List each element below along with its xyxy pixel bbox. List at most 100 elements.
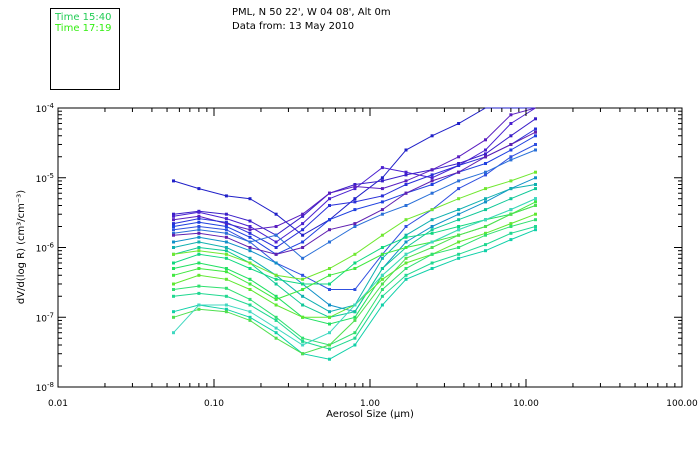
data-point (172, 288, 175, 291)
data-point (224, 310, 228, 314)
data-point (197, 214, 201, 218)
data-point (197, 228, 201, 232)
data-point (353, 187, 357, 191)
data-point (509, 179, 513, 183)
data-point (224, 267, 228, 270)
data-point (380, 166, 384, 170)
data-point (380, 277, 384, 281)
data-point (197, 284, 201, 288)
data-point (457, 246, 461, 249)
data-point (404, 183, 408, 186)
data-point (197, 220, 201, 224)
series-7 (172, 148, 537, 260)
data-point (197, 267, 201, 270)
y-tick-label: 10-6 (36, 242, 55, 255)
data-point (430, 183, 434, 186)
data-point (301, 277, 305, 281)
y-tick-label: 10-7 (36, 311, 54, 324)
data-point (484, 200, 487, 204)
data-point (484, 218, 487, 222)
data-point (248, 228, 252, 232)
data-point (430, 208, 434, 212)
data-point (484, 155, 487, 159)
data-point (534, 170, 537, 174)
data-point (172, 218, 175, 222)
data-point (301, 336, 305, 340)
data-point (509, 158, 513, 162)
data-point (328, 310, 331, 314)
data-point (353, 185, 357, 188)
data-point (430, 261, 434, 265)
data-point (301, 294, 305, 298)
data-point (224, 217, 228, 221)
series-line (173, 107, 536, 236)
data-point (224, 256, 228, 260)
series-21 (172, 197, 537, 347)
data-point (274, 326, 278, 330)
data-point (248, 246, 252, 249)
data-point (224, 240, 228, 244)
data-point (172, 294, 175, 298)
data-point (380, 200, 384, 204)
data-point (484, 249, 487, 253)
data-point (534, 204, 537, 207)
data-point (172, 315, 175, 319)
data-point (404, 148, 408, 152)
data-point (172, 231, 175, 235)
data-point (380, 252, 384, 256)
data-point (534, 228, 537, 232)
data-point (197, 252, 201, 256)
data-point (197, 225, 201, 228)
data-point (301, 343, 305, 347)
data-point (274, 277, 278, 281)
x-tick-label: 0.10 (204, 399, 224, 409)
data-point (380, 267, 384, 270)
data-point (301, 339, 305, 343)
data-point (509, 208, 513, 212)
data-point (248, 297, 252, 301)
data-point (380, 233, 384, 237)
data-point (404, 204, 408, 207)
data-point (301, 233, 305, 237)
data-point (224, 220, 228, 224)
data-point (509, 222, 513, 226)
data-point (172, 179, 175, 183)
data-point (274, 273, 278, 277)
data-point (353, 336, 357, 340)
data-point (534, 197, 537, 201)
data-point (248, 282, 252, 286)
data-point (274, 336, 278, 340)
data-point (274, 282, 278, 286)
data-point (328, 357, 331, 361)
data-point (328, 343, 331, 347)
data-point (328, 197, 331, 201)
data-point (457, 170, 461, 174)
data-point (197, 240, 201, 244)
data-point (248, 277, 252, 281)
data-point (224, 228, 228, 232)
data-point (534, 212, 537, 216)
data-point (484, 148, 487, 152)
data-point (274, 252, 278, 256)
data-point (172, 240, 175, 244)
data-point (172, 252, 175, 256)
data-point (301, 315, 305, 319)
data-point (457, 228, 461, 232)
data-point (353, 310, 357, 314)
data-point (197, 307, 201, 311)
data-point (484, 187, 487, 191)
legend-entry: Time 17:19 (55, 23, 112, 34)
data-point (404, 235, 408, 239)
series-19 (172, 204, 537, 356)
data-point (353, 222, 357, 226)
data-point (457, 208, 461, 212)
data-point (328, 240, 331, 244)
data-point (274, 246, 278, 249)
data-point (380, 179, 384, 183)
data-point (353, 331, 357, 335)
data-point (457, 162, 461, 165)
data-point (380, 208, 384, 212)
data-point (328, 347, 331, 351)
data-point (248, 318, 252, 322)
